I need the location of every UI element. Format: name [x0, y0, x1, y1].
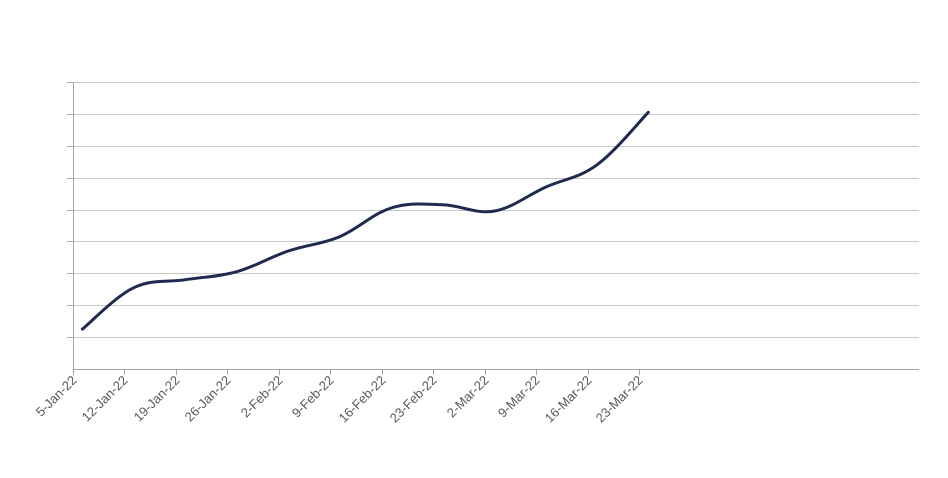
data-point: [647, 111, 650, 114]
x-tick-label: 2-Feb-22: [238, 373, 286, 421]
series-line: [80, 110, 650, 331]
x-tick-label: 23-Feb-22: [387, 373, 440, 426]
x-axis-ticks: [73, 369, 640, 375]
x-tick-label: 9-Feb-22: [289, 373, 337, 421]
x-tick-label: 9-Mar-22: [495, 373, 543, 421]
data-point: [338, 235, 341, 238]
x-tick-label: 16-Feb-22: [336, 373, 389, 426]
data-point: [235, 270, 238, 273]
data-point: [544, 186, 547, 189]
x-tick-label: 19-Jan-22: [131, 373, 183, 425]
data-point: [184, 278, 187, 281]
axes: [73, 82, 919, 370]
data-point: [493, 210, 496, 213]
data-point: [595, 163, 598, 166]
x-tick-label: 2-Mar-22: [444, 373, 492, 421]
x-tick-label: 26-Jan-22: [182, 373, 234, 425]
data-point: [287, 250, 290, 253]
x-tick-label: 5-Jan-22: [33, 373, 80, 420]
x-tick-label: 23-Mar-22: [593, 373, 646, 426]
data-point: [441, 203, 444, 206]
x-tick-label: 12-Jan-22: [79, 373, 131, 425]
data-point: [390, 207, 393, 210]
data-point: [81, 328, 84, 331]
x-tick-label: 16-Mar-22: [542, 373, 595, 426]
data-point: [132, 286, 135, 289]
series-lines: [80, 110, 650, 331]
